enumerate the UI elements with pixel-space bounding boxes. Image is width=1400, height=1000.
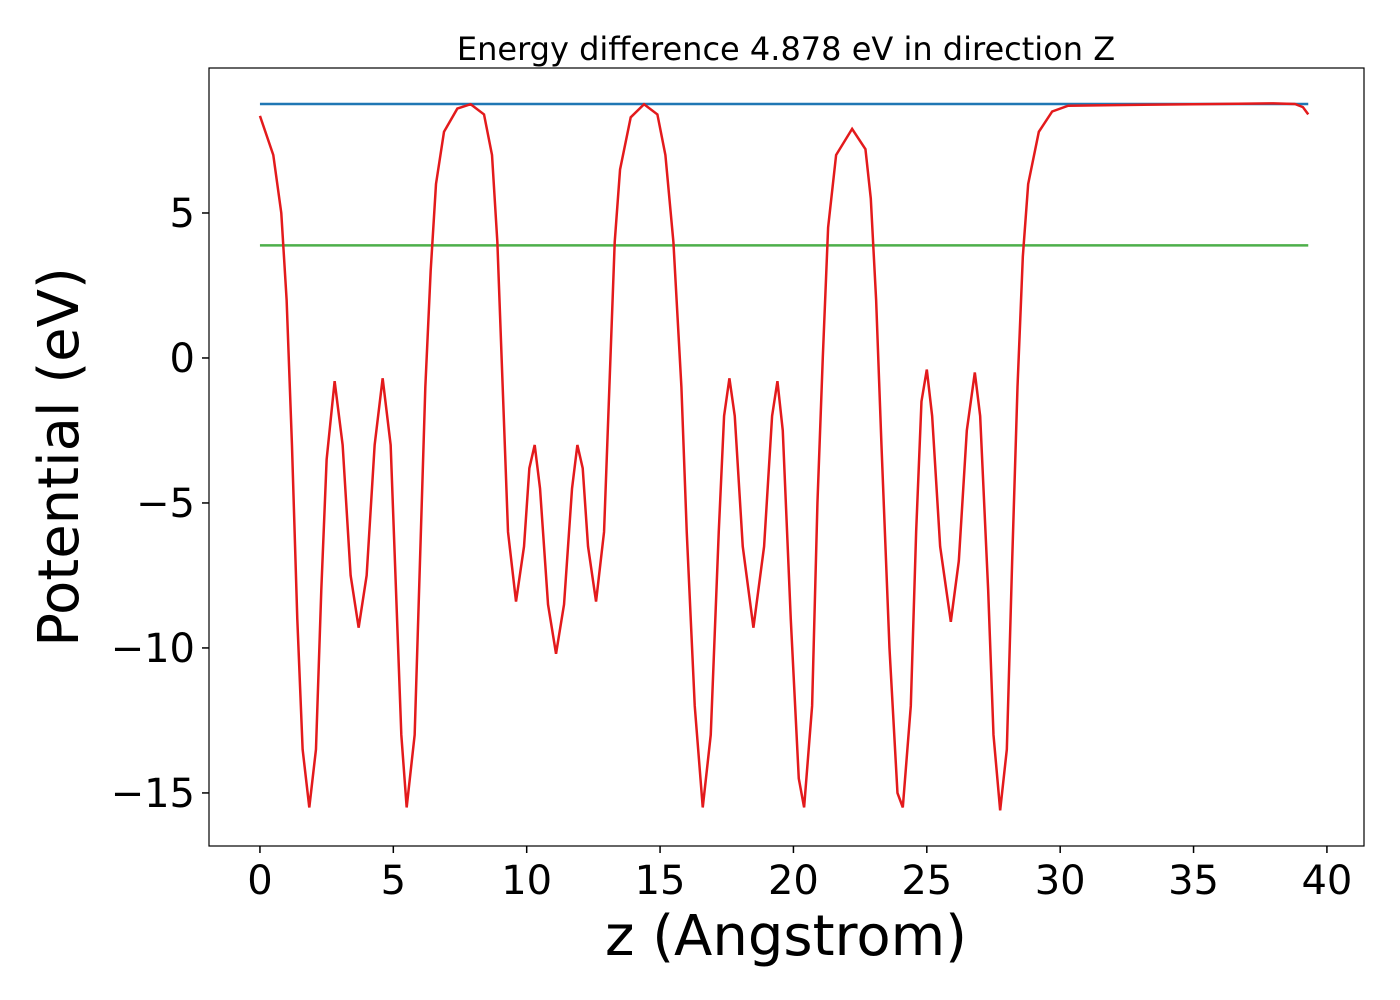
- y-tick-label: −5: [136, 481, 195, 527]
- y-tick-label: −15: [111, 771, 195, 817]
- x-tick-label: 20: [768, 858, 819, 904]
- data-line: [258, 102, 1310, 811]
- x-tick-label: 10: [501, 858, 552, 904]
- x-tick-label: 30: [1035, 858, 1086, 904]
- x-axis-label: z (Angstrom): [605, 904, 967, 969]
- y-axis-label: Potential (eV): [27, 267, 92, 647]
- x-tick-label: 25: [901, 858, 952, 904]
- y-tick-label: 5: [170, 191, 195, 237]
- y-tick-label: 0: [170, 336, 195, 382]
- x-tick-label: 15: [635, 858, 686, 904]
- x-tick-label: 5: [381, 858, 406, 904]
- chart-title: Energy difference 4.878 eV in direction …: [457, 30, 1115, 68]
- x-tick-label: 0: [247, 858, 272, 904]
- y-tick-label: −10: [111, 626, 195, 672]
- x-tick-label: 40: [1301, 858, 1352, 904]
- x-tick-label: 35: [1168, 858, 1219, 904]
- plot-frame: [208, 67, 1365, 847]
